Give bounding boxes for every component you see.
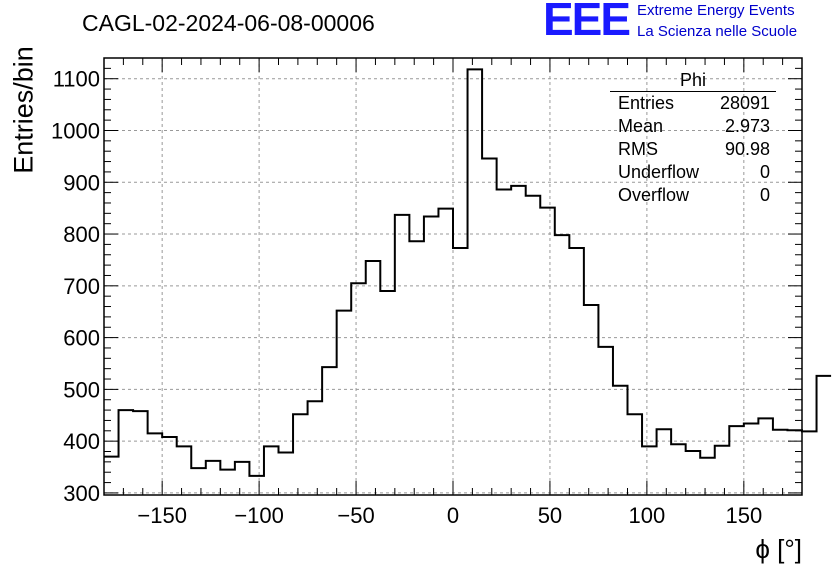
histogram-bin <box>424 216 439 495</box>
x-tick-label: −50 <box>337 503 374 528</box>
stats-label: Overflow <box>618 185 690 205</box>
histogram-bin <box>628 414 643 495</box>
stats-value: 90.98 <box>724 139 770 159</box>
histogram-bin <box>787 430 802 495</box>
histogram-bin <box>235 462 250 495</box>
histogram-bin <box>337 311 352 495</box>
histogram-bin <box>104 457 119 495</box>
y-tick-label: 300 <box>63 481 100 506</box>
x-tick-label: 100 <box>629 503 666 528</box>
histogram-bin <box>191 468 206 495</box>
histogram-bin <box>206 461 221 495</box>
logo-line-2: La Scienza nelle Scuole <box>637 23 798 40</box>
histogram-bin <box>482 158 497 495</box>
histogram-bin <box>802 431 817 495</box>
histogram-bin <box>279 453 294 495</box>
x-axis-label: ϕ [°] <box>755 534 802 564</box>
histogram-bin <box>177 446 192 495</box>
stats-value: 2.973 <box>724 116 770 136</box>
stats-title: Phi <box>610 70 776 92</box>
histogram-bin <box>293 414 308 495</box>
histogram-bin <box>133 411 148 495</box>
stats-label: RMS <box>618 139 658 159</box>
histogram-bin <box>308 401 323 495</box>
stats-value: 28091 <box>719 93 770 113</box>
y-tick-label: 700 <box>63 274 100 299</box>
stats-row-overflow: Overflow 0 <box>610 184 776 207</box>
histogram-bin <box>686 451 701 495</box>
x-tick-label: 50 <box>538 503 562 528</box>
stats-row-entries: Entries 28091 <box>610 92 776 115</box>
histogram-bin <box>497 190 512 495</box>
histogram-bin <box>264 446 279 495</box>
y-tick-label: 400 <box>63 429 100 454</box>
x-tick-label: 0 <box>447 503 459 528</box>
histogram-bin <box>540 208 555 495</box>
stats-box: Phi Entries 28091 Mean 2.973 RMS 90.98 U… <box>610 70 776 207</box>
stats-row-underflow: Underflow 0 <box>610 161 776 184</box>
logo-line-1: Extreme Energy Events <box>637 2 795 19</box>
histogram-bin <box>366 261 381 495</box>
histogram-bin <box>758 418 773 495</box>
histogram-bin <box>657 429 672 495</box>
eee-logo: EEE <box>543 0 631 45</box>
histogram-bin <box>671 444 686 495</box>
stats-row-rms: RMS 90.98 <box>610 138 776 161</box>
stats-value: 0 <box>759 185 770 205</box>
histogram-bin <box>148 433 163 495</box>
stats-value: 0 <box>759 162 770 182</box>
histogram-bin <box>322 367 337 495</box>
histogram-bin <box>773 430 788 495</box>
histogram-bin <box>249 476 264 495</box>
histogram-bin <box>642 446 657 495</box>
histogram-bin <box>817 376 832 495</box>
x-tick-label: −100 <box>234 503 284 528</box>
histogram-bin <box>715 446 730 495</box>
x-tick-label: 150 <box>725 503 762 528</box>
y-tick-label: 500 <box>63 377 100 402</box>
histogram-bin <box>409 241 424 495</box>
y-tick-label: 900 <box>63 170 100 195</box>
stats-label: Mean <box>618 116 664 136</box>
histogram-bin <box>468 69 483 495</box>
histogram-bin <box>526 196 541 495</box>
histogram-bin <box>511 186 526 495</box>
histogram-bin <box>438 209 453 495</box>
histogram-bin <box>744 424 759 495</box>
y-tick-label: 1100 <box>53 67 100 92</box>
chart-title: CAGL-02-2024-06-08-00006 <box>82 10 375 36</box>
histogram-bin <box>584 305 599 495</box>
histogram-bin <box>569 248 584 495</box>
histogram-bin <box>162 437 177 495</box>
histogram-outline <box>104 68 832 477</box>
histogram-bin <box>729 426 744 495</box>
y-tick-label: 800 <box>63 222 100 247</box>
histogram-bin <box>380 291 395 495</box>
stats-label: Entries <box>618 93 675 113</box>
y-axis-label: Entries/bin <box>8 46 39 174</box>
histogram-bin <box>700 458 715 495</box>
stats-row-mean: Mean 2.973 <box>610 115 776 138</box>
histogram-bin <box>613 386 628 495</box>
histogram-bin <box>119 410 134 495</box>
histogram-bin <box>598 347 613 495</box>
y-tick-label: 600 <box>63 326 100 351</box>
histogram-bin <box>220 470 235 495</box>
histogram-bin <box>555 235 570 495</box>
x-tick-label: −150 <box>137 503 187 528</box>
stats-label: Underflow <box>618 162 700 182</box>
y-tick-label: 1000 <box>51 118 100 143</box>
histogram-bin <box>453 248 468 495</box>
histogram-bin <box>395 215 410 495</box>
